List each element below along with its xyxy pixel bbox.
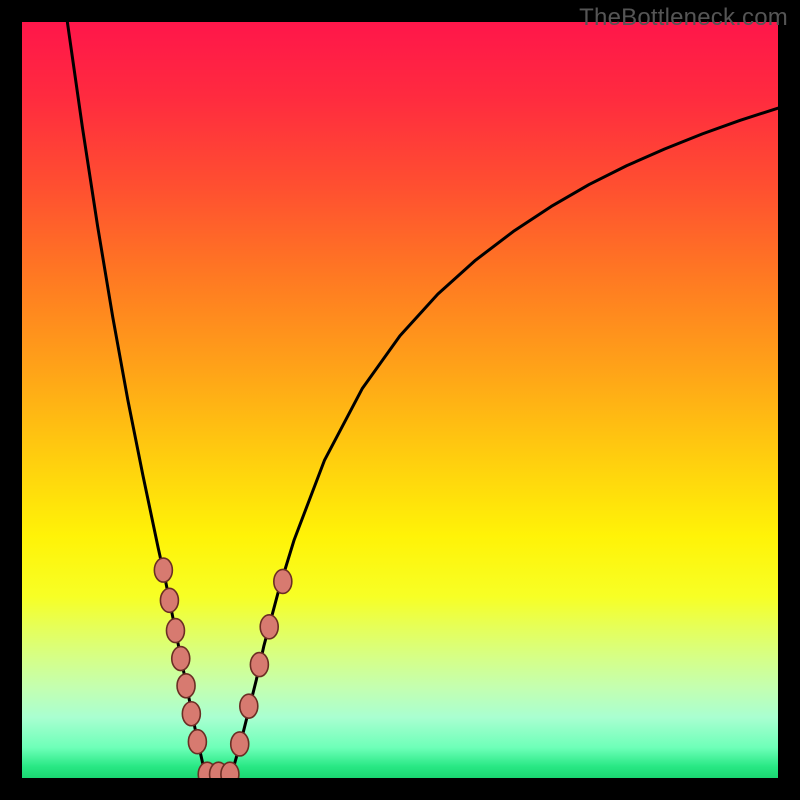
data-marker xyxy=(188,730,206,754)
data-marker xyxy=(260,615,278,639)
data-marker xyxy=(250,653,268,677)
chart-svg xyxy=(0,0,800,800)
data-marker xyxy=(160,588,178,612)
watermark-text: TheBottleneck.com xyxy=(579,4,788,32)
data-marker xyxy=(240,694,258,718)
data-marker xyxy=(274,569,292,593)
data-marker xyxy=(182,702,200,726)
data-marker xyxy=(231,732,249,756)
data-marker xyxy=(172,647,190,671)
plot-background xyxy=(22,22,778,778)
data-marker xyxy=(177,674,195,698)
data-marker xyxy=(154,558,172,582)
data-marker xyxy=(166,619,184,643)
